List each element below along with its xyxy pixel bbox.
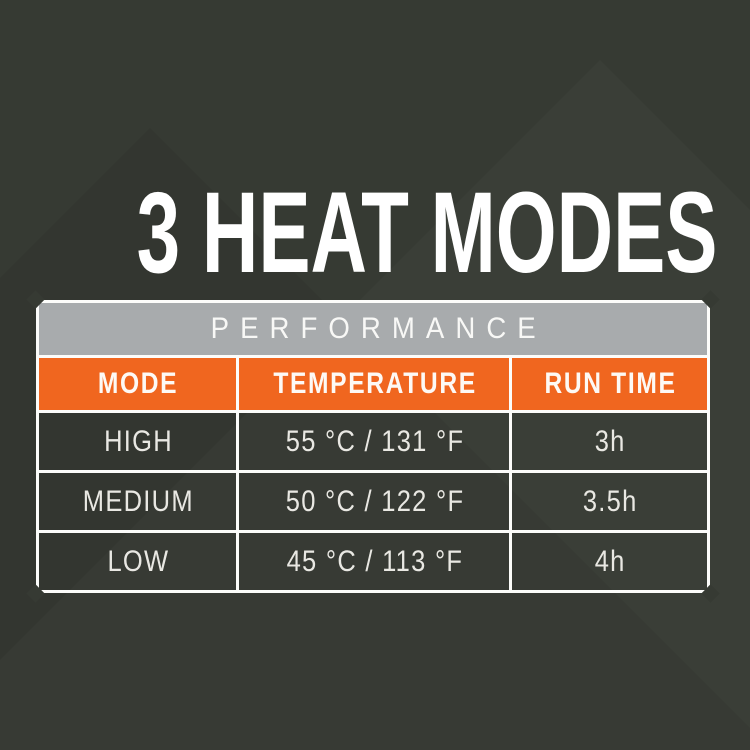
cell-run-time: 3h: [509, 410, 710, 473]
cell-run-time: 4h: [509, 530, 710, 593]
table-title-row: PERFORMANCE: [36, 300, 710, 358]
column-header-mode-label: MODE: [98, 367, 179, 400]
table-row-medium: MEDIUM 50 °C / 122 °F 3.5h: [36, 470, 710, 533]
cell-mode: LOW: [36, 530, 239, 593]
temperature-value: 55 °C / 131 °F: [285, 424, 465, 458]
mode-value: MEDIUM: [82, 484, 194, 518]
mode-value: LOW: [107, 544, 170, 578]
cell-mode: HIGH: [36, 410, 239, 473]
temperature-value: 50 °C / 122 °F: [285, 484, 465, 518]
table-title-cell: PERFORMANCE: [36, 300, 710, 358]
run-time-value: 4h: [594, 544, 626, 578]
temperature-value: 45 °C / 113 °F: [286, 544, 464, 578]
run-time-value: 3h: [594, 424, 626, 458]
performance-table-container: PERFORMANCE MODE TEMPERATURE RUN TIME: [26, 290, 720, 603]
column-header-mode: MODE: [36, 355, 239, 413]
page-title: 3 HEAT MODES: [136, 169, 718, 297]
column-header-run-time: RUN TIME: [509, 355, 710, 413]
table-row-high: HIGH 55 °C / 131 °F 3h: [36, 410, 710, 473]
column-header-temperature: TEMPERATURE: [235, 355, 513, 413]
table-row-low: LOW 45 °C / 113 °F 4h: [36, 530, 710, 593]
cell-temperature: 50 °C / 122 °F: [235, 470, 513, 533]
performance-table: PERFORMANCE MODE TEMPERATURE RUN TIME: [36, 300, 710, 593]
table-header-row: MODE TEMPERATURE RUN TIME: [36, 355, 710, 413]
mode-value: HIGH: [103, 424, 173, 458]
cell-temperature: 55 °C / 131 °F: [235, 410, 513, 473]
page-title-container: 3 HEAT MODES: [0, 176, 750, 291]
run-time-value: 3.5h: [582, 484, 638, 518]
cell-run-time: 3.5h: [509, 470, 710, 533]
column-header-temperature-label: TEMPERATURE: [273, 367, 477, 400]
cell-temperature: 45 °C / 113 °F: [235, 530, 513, 593]
cell-mode: MEDIUM: [36, 470, 239, 533]
column-header-run-time-label: RUN TIME: [544, 367, 677, 400]
table-title-text: PERFORMANCE: [210, 312, 548, 345]
